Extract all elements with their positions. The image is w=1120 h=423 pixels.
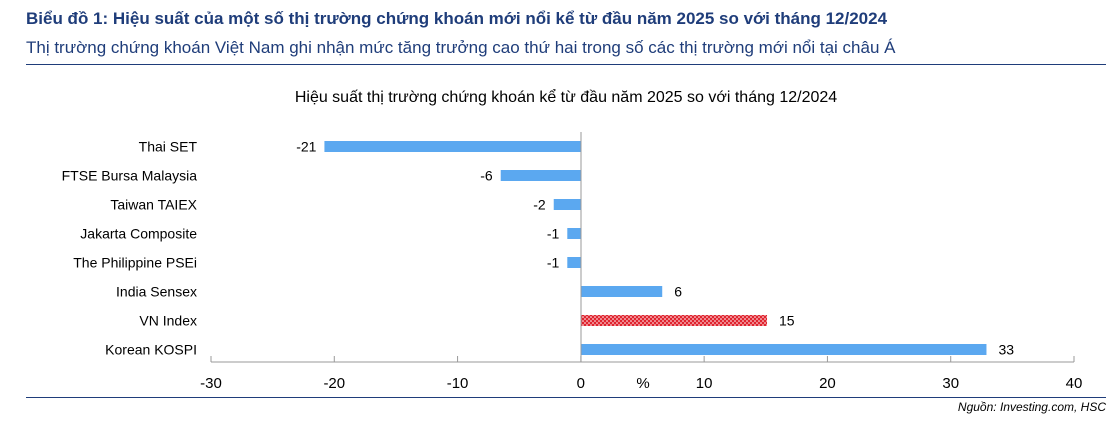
category-label: India Sensex [116,284,197,300]
x-tick-label: -30 [200,375,222,392]
data-label: -6 [480,168,493,184]
data-label: -21 [296,139,316,155]
x-axis-label: % [636,375,649,392]
x-tick-label: 40 [1066,375,1083,392]
category-label: VN Index [139,313,197,329]
category-label: Thai SET [139,139,198,155]
figure-subtitle: Thị trường chứng khoán Việt Nam ghi nhận… [26,38,896,57]
category-label: Jakarta Composite [80,226,197,242]
chart-title: Hiệu suất thị trường chứng khoán kể từ đ… [295,88,837,106]
x-tick-label: -10 [447,375,469,392]
bar-chart: Hiệu suất thị trường chứng khoán kể từ đ… [62,88,1083,392]
bar [567,228,581,239]
bar [580,286,663,297]
data-label: -2 [533,197,546,213]
data-label: -1 [547,255,560,271]
footer-divider [26,397,1106,398]
x-tick-label: 30 [942,375,959,392]
bar [553,199,581,210]
header-divider [26,64,1106,65]
data-label: 6 [674,284,682,300]
bar [580,344,987,355]
bar [500,170,581,181]
x-tick-label: 20 [819,375,836,392]
x-tick-label: 0 [577,375,585,392]
category-label: The Philippine PSEi [73,255,197,271]
data-label: 33 [998,342,1014,358]
data-label: -1 [547,226,560,242]
category-label: Taiwan TAIEX [110,197,197,213]
category-label: FTSE Bursa Malaysia [62,168,198,184]
bar [580,315,768,326]
category-label: Korean KOSPI [105,342,197,358]
source-note: Nguồn: Investing.com, HSC [957,400,1106,414]
data-label: 15 [779,313,795,329]
bar [324,141,581,152]
bar [567,257,581,268]
x-tick-label: -20 [323,375,345,392]
figure-title: Biểu đồ 1: Hiệu suất của một số thị trườ… [26,9,888,28]
x-tick-label: 10 [696,375,713,392]
